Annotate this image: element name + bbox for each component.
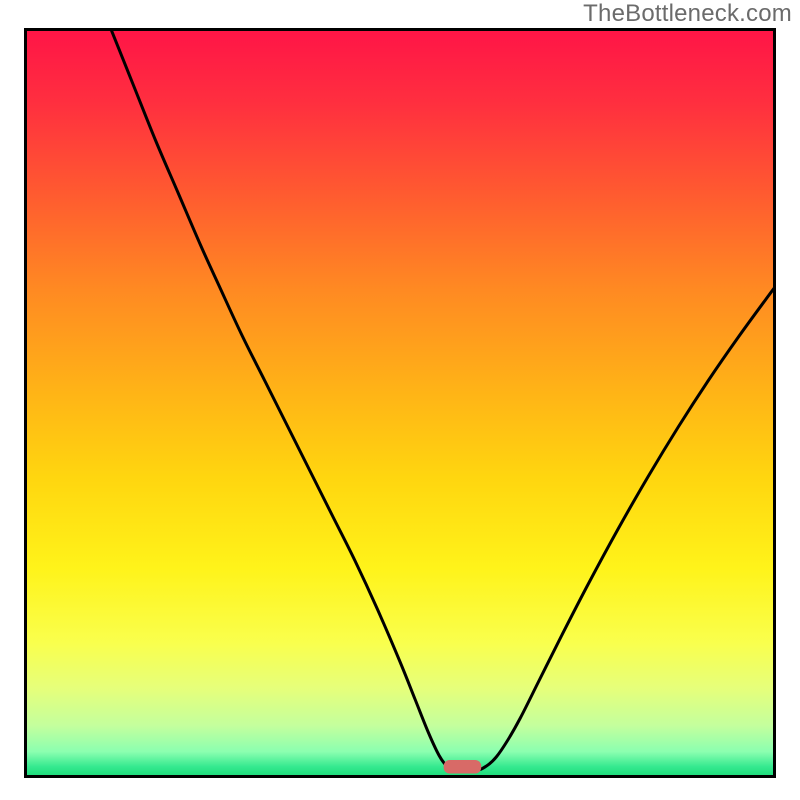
plot-area xyxy=(24,28,776,778)
plot-svg xyxy=(24,28,776,778)
target-marker xyxy=(444,760,482,774)
figure-container: TheBottleneck.com xyxy=(0,0,800,800)
watermark-text: TheBottleneck.com xyxy=(583,0,792,28)
